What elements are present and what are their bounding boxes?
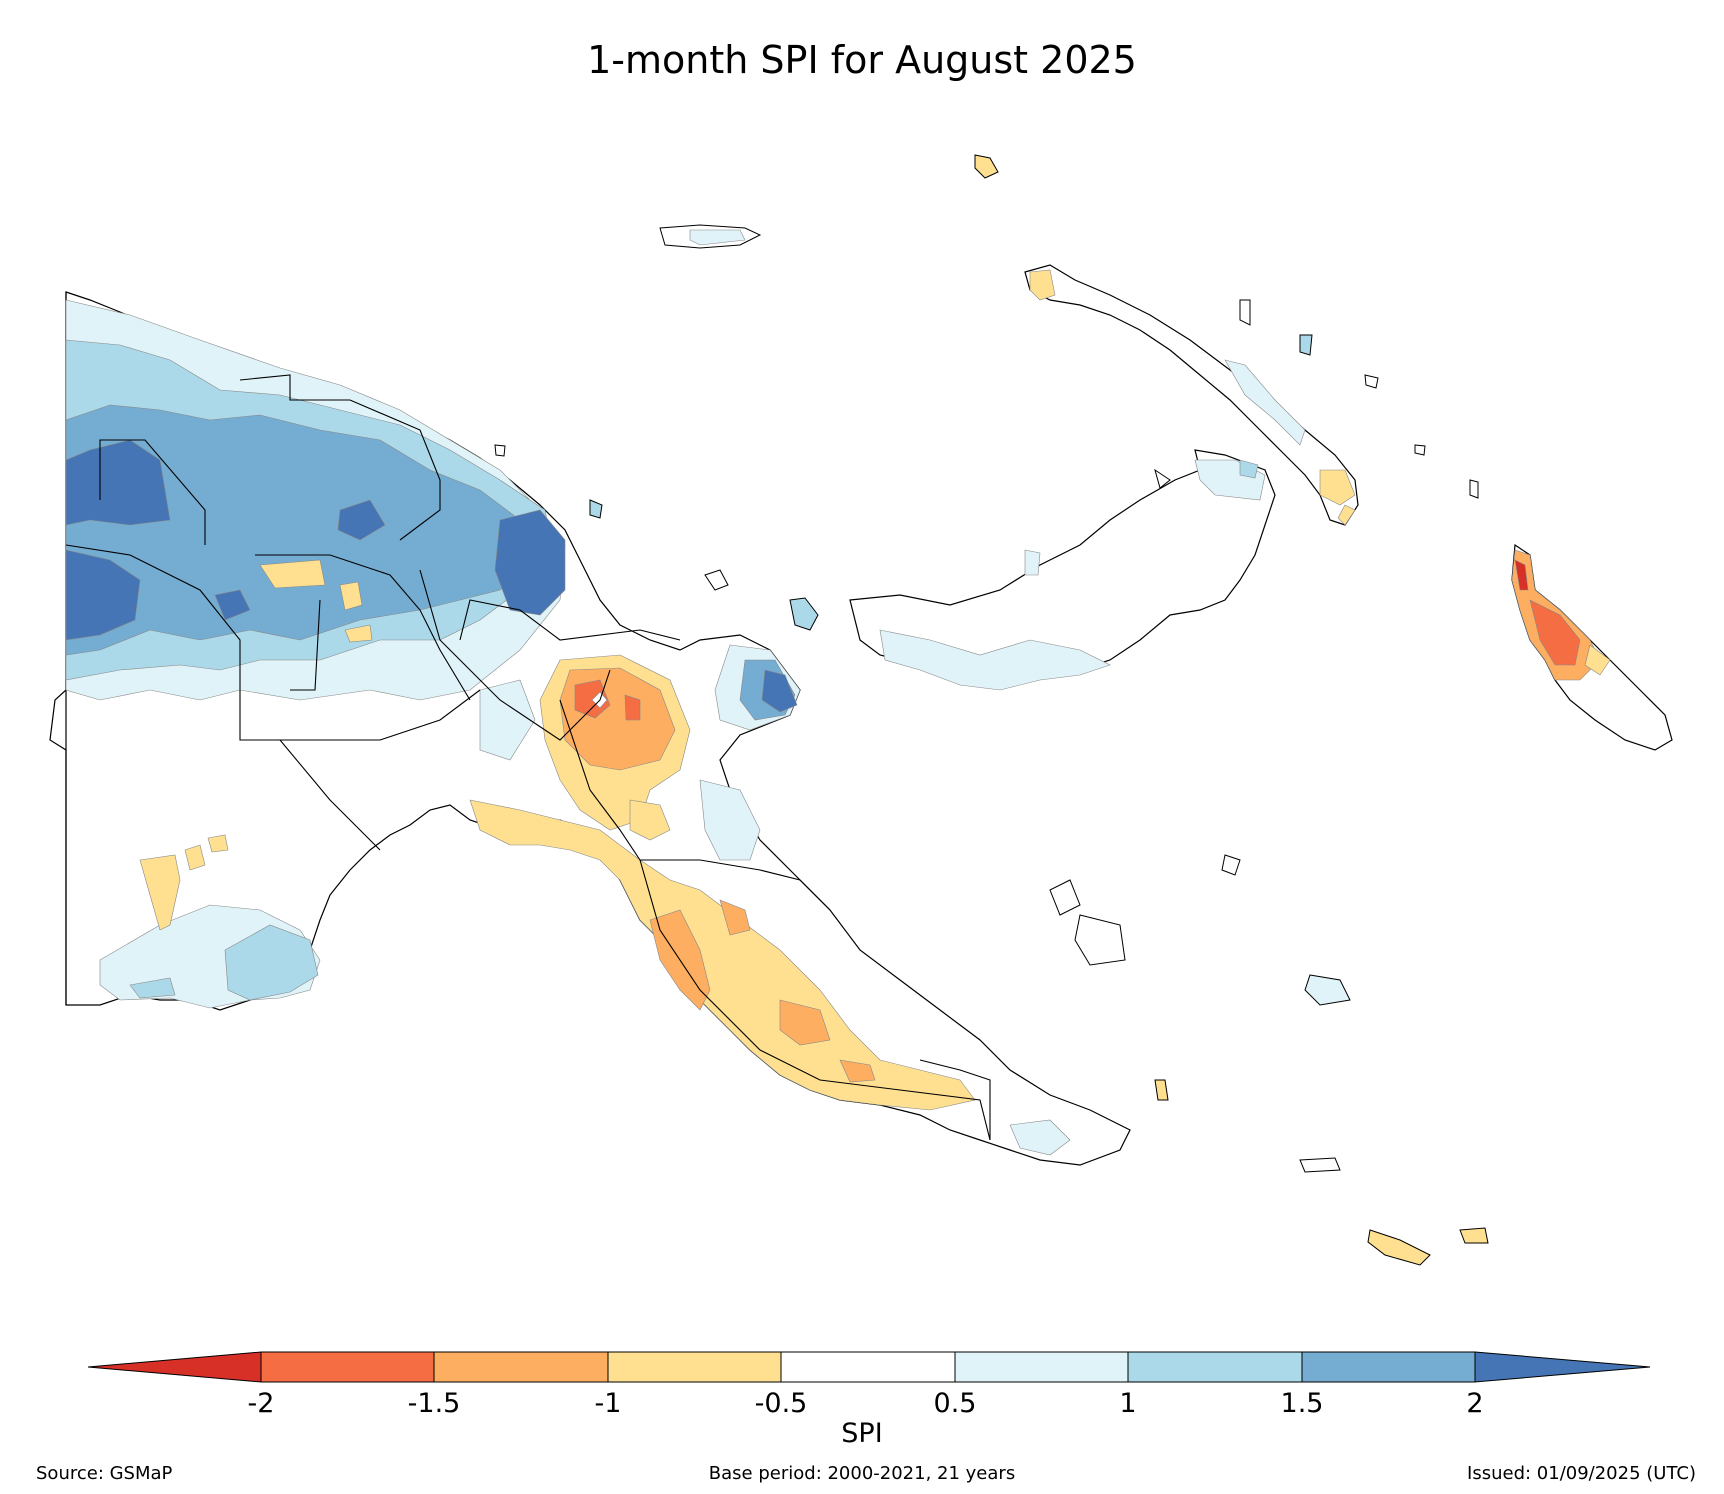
spi-zone-gt2	[65, 439, 171, 526]
province-border	[290, 599, 321, 691]
colorbar-segment	[1127, 1351, 1303, 1383]
spi-zone-0.5-1	[1009, 1119, 1071, 1156]
spi-zone-0.5-1	[1024, 549, 1041, 576]
island	[1469, 479, 1479, 499]
colorbar-tick: 0.5	[933, 1388, 977, 1419]
spi-zone-neg1-neg0.5	[207, 834, 229, 853]
island	[789, 597, 819, 631]
spi-zone-neg1-neg0.5	[184, 844, 206, 871]
spi-zone-neg1-neg0.5	[629, 799, 671, 841]
island	[1154, 468, 1171, 489]
new-britain	[849, 449, 1276, 691]
colorbar-tick: 2	[1466, 1388, 1484, 1419]
spi-zone-1-1.5	[1239, 459, 1259, 479]
province-border	[99, 439, 206, 545]
spi-zone-gt2	[337, 499, 386, 541]
spi-zone-1-1.5	[129, 977, 176, 999]
colorbar-extend-low	[87, 1351, 262, 1383]
spi-zone-neg1-neg0.5	[1337, 504, 1356, 526]
island	[1364, 374, 1379, 389]
colorbar-segment	[954, 1351, 1129, 1383]
spi-zone-neg1-neg0.5	[259, 559, 326, 589]
island	[494, 444, 506, 457]
province-border	[919, 1059, 991, 1140]
colorbar-tick: -1	[594, 1388, 622, 1419]
island	[1154, 1079, 1169, 1101]
island	[1304, 974, 1351, 1006]
province-border	[419, 569, 611, 741]
province-border	[459, 599, 681, 641]
spi-zone-0.5-1	[699, 779, 761, 861]
province-border	[65, 544, 481, 741]
province-border	[239, 374, 441, 541]
spi-zone-neg1-neg0.5	[469, 799, 976, 1111]
province-border	[699, 859, 831, 911]
island	[1221, 854, 1241, 876]
island	[1367, 1229, 1431, 1266]
island	[1459, 1227, 1489, 1244]
bougainville	[1511, 543, 1673, 751]
spi-zone-neg2-neg1.5	[1529, 599, 1581, 666]
map-title: 1-month SPI for August 2025	[587, 38, 1137, 82]
island	[1074, 914, 1126, 966]
province-border	[279, 739, 381, 851]
spi-zone-neg1-neg0.5	[344, 624, 373, 643]
colorbar-extend-high	[1474, 1351, 1651, 1383]
island	[1299, 334, 1313, 356]
spi-zone-neg1.5-neg1	[779, 999, 831, 1046]
colorbar-tick: 1.5	[1280, 1388, 1324, 1419]
island	[974, 154, 999, 179]
province-borders	[65, 374, 991, 1141]
spi-zone-neg2-neg1.5	[574, 679, 611, 719]
province-border	[559, 699, 700, 861]
colorbar-tick: -0.5	[754, 1388, 808, 1419]
small-islands	[494, 154, 1489, 1266]
island	[704, 569, 729, 591]
spi-zone-1-1.5	[224, 924, 319, 1001]
base-period-text: Base period: 2000-2021, 21 years	[708, 1463, 1016, 1484]
spi-zone-neg1-neg0.5	[339, 581, 363, 611]
spi-zone-gt2	[214, 589, 251, 621]
spi-zone-gt2	[494, 509, 566, 616]
new-ireland-landmass	[1024, 264, 1359, 526]
spi-zone-lt-neg2	[1514, 559, 1529, 591]
colorbar-segment	[433, 1351, 609, 1383]
spi-zone-0.5-1	[479, 679, 536, 761]
spi-zone-gt2	[761, 669, 798, 713]
province-border	[255, 554, 471, 701]
colorbar-tick: -2	[247, 1388, 275, 1419]
spi-zone-neg1.5-neg1	[839, 1059, 876, 1083]
colorbar-segment	[607, 1351, 782, 1383]
spi-zone-gt2	[65, 549, 141, 641]
colorbar-segment	[780, 1351, 956, 1383]
source-text: Source: GSMaP	[36, 1463, 173, 1484]
colorbar-segment	[260, 1351, 435, 1383]
colorbar-tick: -1.5	[407, 1388, 461, 1419]
province-border	[639, 859, 991, 1141]
island	[1049, 879, 1081, 916]
new-ireland	[1024, 264, 1359, 526]
spi-zone-0.5-1	[689, 229, 746, 246]
spi-zone-neg1-neg0.5	[1319, 469, 1356, 506]
colorbar-tick: 1	[1119, 1388, 1137, 1419]
spi-map	[49, 154, 1673, 1266]
spi-zone-neg1-neg0.5	[139, 854, 181, 931]
spi-zone-neg1.5-neg1	[719, 899, 751, 936]
colorbar-label: SPI	[841, 1418, 883, 1449]
island	[1239, 299, 1251, 326]
spi-zone-0.5-1	[879, 629, 1111, 691]
colorbar-segment	[1301, 1351, 1476, 1383]
spi-zone-neg2-neg1.5	[624, 694, 641, 721]
issued-text: Issued: 01/09/2025 (UTC)	[1467, 1463, 1696, 1484]
spi-zone-0.5-1	[1224, 359, 1306, 446]
island	[1414, 444, 1426, 456]
spi-zone-neg1-neg0.5	[1029, 269, 1056, 301]
island	[1299, 1157, 1341, 1173]
island	[589, 499, 603, 519]
colorbar	[87, 1351, 1651, 1383]
spi-zone-neg1-neg0.5	[1584, 644, 1611, 676]
